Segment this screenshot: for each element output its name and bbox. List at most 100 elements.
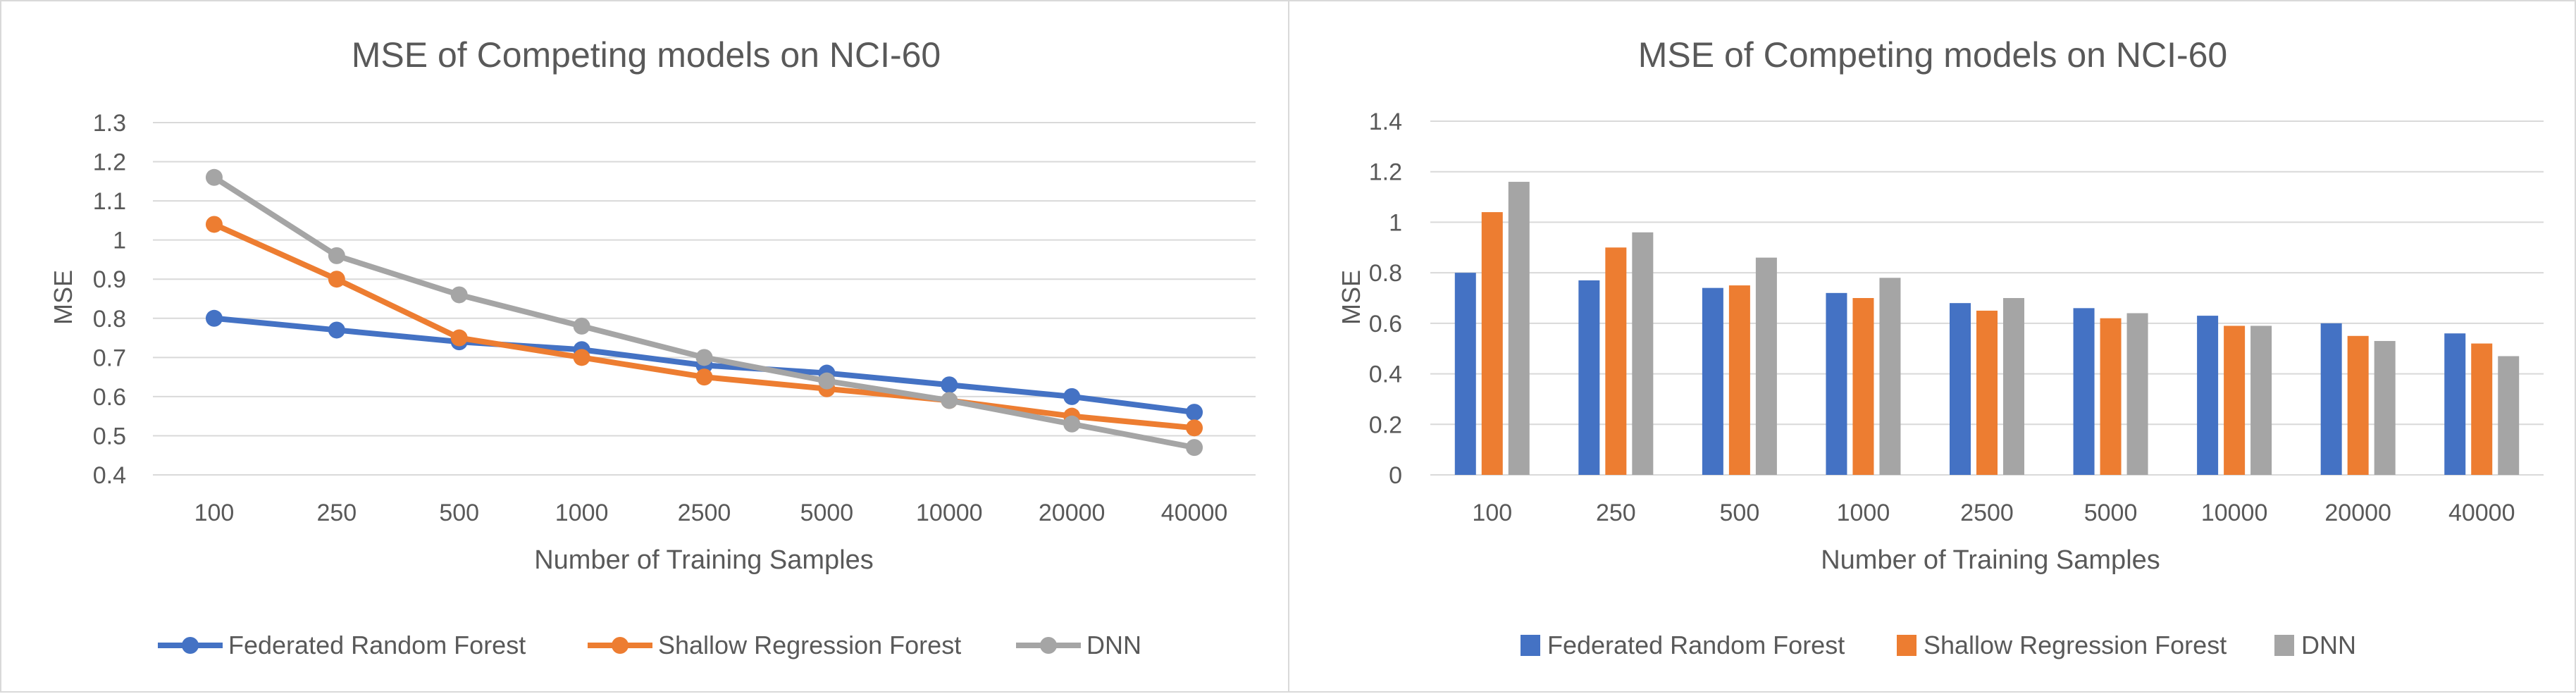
bar bbox=[1755, 257, 1777, 475]
y-tick-label: 1.2 bbox=[1369, 159, 1402, 186]
x-tick-label: 250 bbox=[316, 500, 357, 526]
y-tick-label: 0.6 bbox=[93, 384, 126, 411]
bar-chart: MSE of Competing models on NCI-60 MSE Nu… bbox=[1337, 35, 2544, 659]
legend-item: Shallow Regression Forest bbox=[1897, 631, 2227, 659]
legend-label: Shallow Regression Forest bbox=[658, 631, 961, 659]
legend-marker-swatch bbox=[1040, 637, 1057, 654]
y-tick-label: 0.2 bbox=[1369, 411, 1402, 438]
bar bbox=[2126, 313, 2148, 475]
x-tick-label: 10000 bbox=[916, 500, 983, 526]
data-point bbox=[941, 392, 958, 409]
x-tick-label: 10000 bbox=[2201, 500, 2268, 526]
x-axis-label: Number of Training Samples bbox=[534, 545, 874, 575]
legend-marker-swatch bbox=[182, 637, 199, 654]
bar bbox=[1702, 287, 1723, 475]
bar bbox=[1454, 273, 1476, 475]
bar bbox=[1481, 212, 1503, 475]
x-tick-label: 500 bbox=[439, 500, 479, 526]
x-tick-label: 40000 bbox=[2448, 500, 2515, 526]
data-point bbox=[1063, 388, 1081, 405]
legend-swatch bbox=[1521, 635, 1540, 656]
data-point bbox=[573, 349, 590, 366]
data-point bbox=[205, 309, 223, 327]
y-tick-label: 0.9 bbox=[93, 266, 126, 293]
bar bbox=[1976, 310, 1998, 475]
legend-label: Federated Random Forest bbox=[228, 631, 526, 659]
series-line bbox=[211, 174, 1198, 451]
bar bbox=[2224, 326, 2246, 475]
x-tick-label: 2500 bbox=[1960, 500, 2014, 526]
legend-item: DNN bbox=[1016, 631, 1141, 659]
line-chart-panel: MSE of Competing models on NCI-60 MSE Nu… bbox=[0, 0, 1289, 693]
bar bbox=[1826, 292, 1847, 475]
data-point bbox=[695, 349, 713, 366]
chart-title: MSE of Competing models on NCI-60 bbox=[352, 35, 941, 75]
legend-label: Shallow Regression Forest bbox=[1924, 631, 2227, 659]
bar-chart-panel: MSE of Competing models on NCI-60 MSE Nu… bbox=[1288, 0, 2576, 693]
y-tick-label: 0.4 bbox=[1369, 361, 1402, 388]
legend-swatch bbox=[1897, 635, 1916, 656]
bar bbox=[1728, 285, 1750, 475]
y-axis-label: MSE bbox=[49, 270, 78, 325]
bar bbox=[1852, 298, 1874, 475]
x-tick-label: 500 bbox=[1720, 500, 1760, 526]
bar bbox=[2374, 340, 2396, 475]
bar bbox=[1605, 247, 1627, 475]
y-axis-label: MSE bbox=[1337, 270, 1366, 325]
line-chart: MSE of Competing models on NCI-60 MSE Nu… bbox=[49, 35, 1256, 659]
bar bbox=[2444, 333, 2466, 475]
x-tick-label: 1000 bbox=[555, 500, 609, 526]
y-tick-label: 0.7 bbox=[93, 345, 126, 371]
bar bbox=[2197, 316, 2219, 475]
data-point bbox=[1186, 419, 1203, 437]
bar bbox=[2320, 323, 2342, 475]
x-tick-label: 2500 bbox=[678, 500, 731, 526]
x-axis-label: Number of Training Samples bbox=[1821, 545, 2160, 575]
x-tick-label: 1000 bbox=[1837, 500, 1890, 526]
bar bbox=[2347, 335, 2369, 475]
x-tick-label: 100 bbox=[194, 500, 235, 526]
data-point bbox=[1186, 404, 1203, 421]
legend-item: Federated Random Forest bbox=[158, 631, 526, 659]
y-tick-label: 1.1 bbox=[93, 188, 126, 215]
y-tick-label: 1.2 bbox=[93, 149, 126, 176]
data-point bbox=[695, 368, 713, 386]
legend-swatch bbox=[2274, 635, 2294, 656]
y-tick-label: 0.4 bbox=[93, 462, 126, 489]
data-point bbox=[573, 317, 590, 335]
y-tick-label: 0.8 bbox=[1369, 260, 1402, 287]
x-tick-label: 5000 bbox=[800, 500, 854, 526]
bar bbox=[2498, 356, 2520, 475]
series-2 bbox=[1508, 182, 2520, 475]
series-2 bbox=[205, 168, 1203, 457]
series-0 bbox=[1454, 273, 2466, 475]
data-point bbox=[328, 321, 345, 339]
legend-marker-swatch bbox=[612, 637, 628, 654]
data-point bbox=[205, 168, 223, 186]
y-tick-label: 0.6 bbox=[1369, 311, 1402, 337]
bar bbox=[1879, 278, 1901, 475]
legend-label: DNN bbox=[1086, 631, 1141, 659]
y-tick-label: 0.5 bbox=[93, 423, 126, 450]
legend-item: DNN bbox=[2274, 631, 2356, 659]
bar bbox=[2073, 308, 2095, 475]
legend-label: DNN bbox=[2301, 631, 2356, 659]
series-1 bbox=[205, 216, 1203, 437]
data-point bbox=[450, 329, 468, 347]
data-point bbox=[941, 376, 958, 394]
bar bbox=[2100, 318, 2122, 475]
bar bbox=[2471, 343, 2493, 475]
data-point bbox=[205, 216, 223, 233]
legend-item: Federated Random Forest bbox=[1521, 631, 1845, 659]
y-tick-label: 1 bbox=[1389, 209, 1402, 236]
data-point bbox=[1186, 439, 1203, 457]
y-tick-label: 1 bbox=[113, 228, 126, 254]
legend-item: Shallow Regression Forest bbox=[588, 631, 961, 659]
y-tick-label: 1.3 bbox=[93, 110, 126, 137]
data-point bbox=[328, 247, 345, 264]
bar bbox=[2250, 326, 2272, 475]
data-point bbox=[450, 286, 468, 304]
bar bbox=[1632, 232, 1654, 475]
data-point bbox=[818, 372, 836, 390]
